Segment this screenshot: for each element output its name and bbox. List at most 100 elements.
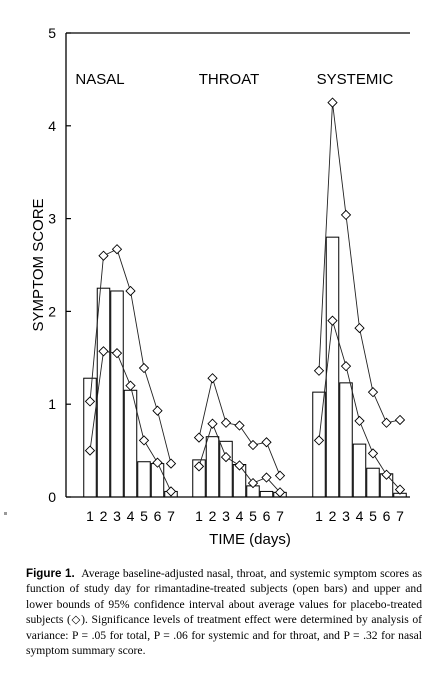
diamond-point-lower — [274, 487, 286, 498]
x-tick-label: 5 — [249, 508, 257, 524]
bar — [96, 287, 111, 498]
diamond-point-upper — [367, 386, 379, 398]
x-tick-label: 1 — [315, 508, 323, 524]
x-tick-label: 5 — [140, 508, 148, 524]
diamond-point-lower — [354, 415, 365, 427]
diamond-point-lower — [220, 451, 232, 463]
diamond-point-upper — [381, 417, 392, 428]
x-tick-label: 6 — [383, 508, 391, 524]
bars-layer — [83, 236, 407, 498]
y-tick-label: 4 — [48, 118, 56, 134]
bar — [366, 467, 380, 498]
bar — [325, 236, 340, 498]
diamond-point-lower — [207, 418, 218, 429]
bar — [137, 461, 151, 498]
diamond-point-upper — [193, 432, 205, 443]
x-tick-label: 4 — [127, 508, 135, 524]
diamond-point-upper — [98, 250, 109, 261]
bar — [339, 382, 353, 498]
x-tick-label: 4 — [356, 508, 364, 524]
diamond-point-upper — [340, 209, 352, 221]
x-tick-label: 6 — [263, 508, 271, 524]
series-line-upper — [89, 248, 172, 464]
panel-label-nasal: NASAL — [75, 71, 124, 88]
diamond-point-upper — [354, 322, 365, 334]
caption-lead: Figure 1. — [26, 567, 75, 580]
series-line-lower — [89, 350, 172, 492]
diamond-point-upper — [274, 470, 286, 481]
diamond-point-upper — [394, 414, 406, 426]
diamond-point-upper — [111, 244, 123, 255]
x-tick-label: 3 — [342, 508, 350, 524]
diamond-point-lower — [138, 435, 150, 446]
diamond-point-lower — [394, 484, 406, 495]
margin-dot — [4, 512, 7, 515]
bar — [219, 440, 233, 498]
caption-text: Average baseline-adjusted nasal, throat,… — [26, 567, 422, 658]
x-tick-label: 4 — [236, 508, 244, 524]
diamond-point-upper — [125, 285, 136, 297]
diamond-point-lower — [234, 460, 245, 471]
x-tick-label: 5 — [369, 508, 377, 524]
x-tick-label: 1 — [86, 508, 94, 524]
diamond-point-lower — [111, 348, 123, 359]
diamond-point-lower — [98, 346, 109, 357]
x-tick-label: 2 — [209, 508, 217, 524]
x-tick-label: 1 — [195, 508, 203, 524]
panel-label-systemic: SYSTEMIC — [317, 71, 394, 88]
y-tick-label: 1 — [48, 396, 56, 412]
x-tick-label: 7 — [396, 508, 404, 524]
diamond-point-upper — [234, 420, 245, 431]
diamond-point-upper — [207, 373, 218, 384]
x-tick-label: 7 — [276, 508, 284, 524]
diamond-point-lower — [340, 361, 352, 372]
series-line-lower — [198, 422, 281, 493]
x-tick-label: 2 — [329, 508, 337, 524]
diamond-point-upper — [84, 396, 96, 407]
diamond-point-upper — [261, 437, 272, 448]
x-tick-label: 6 — [154, 508, 162, 524]
diamond-point-lower — [84, 445, 96, 456]
panel-label-throat: THROAT — [199, 71, 260, 88]
diamond-point-lower — [193, 461, 205, 472]
diamond-point-upper — [165, 458, 177, 469]
bar — [312, 391, 326, 498]
diamond-point-upper — [152, 405, 163, 416]
diamond-point-lower — [367, 448, 379, 459]
diamond-point-lower — [165, 486, 177, 497]
bar — [259, 490, 274, 498]
figure-caption: Figure 1. Average baseline-adjusted nasa… — [26, 566, 422, 658]
bar — [205, 436, 220, 498]
diamond-point-lower — [125, 380, 136, 391]
diamond-point-upper — [313, 365, 325, 376]
diamond-point-upper — [138, 362, 150, 374]
diamond-point-lower — [313, 435, 325, 446]
diamond-point-lower — [261, 472, 272, 483]
x-tick-label: 3 — [222, 508, 230, 524]
bar — [110, 290, 124, 498]
diamond-point-lower — [152, 457, 163, 468]
diamond-point-lower — [327, 315, 338, 326]
bar — [150, 463, 165, 498]
confidence-lines-layer — [84, 97, 406, 498]
bar — [352, 443, 367, 498]
y-tick-label: 5 — [48, 25, 56, 41]
x-tick-label: 2 — [100, 508, 108, 524]
y-tick-label: 3 — [48, 211, 56, 227]
diamond-point-upper — [247, 439, 259, 451]
series-line-upper — [318, 102, 401, 424]
bar — [83, 377, 97, 498]
bar — [123, 389, 138, 498]
x-tick-label: 7 — [167, 508, 175, 524]
y-tick-label: 2 — [48, 303, 56, 319]
series-line-lower — [318, 320, 401, 490]
y-axis-label: SYMPTOM SCORE — [30, 198, 47, 331]
diamond-point-lower — [247, 477, 259, 489]
diamond-point-upper — [327, 97, 338, 108]
x-tick-label: 3 — [113, 508, 121, 524]
y-tick-label: 0 — [48, 489, 56, 505]
diamond-point-lower — [381, 469, 392, 480]
x-axis-label: TIME (days) — [209, 531, 291, 548]
